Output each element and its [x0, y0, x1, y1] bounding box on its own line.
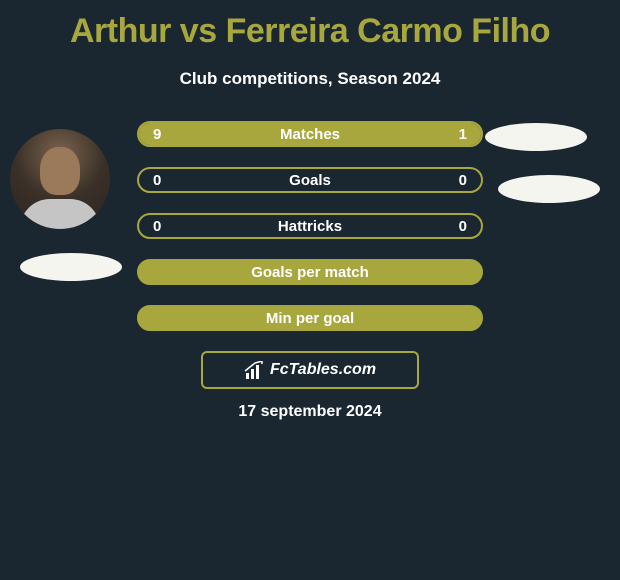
comparison-section: 9 Matches 1 0 Goals 0 0 Hattricks 0 Goal… [0, 121, 620, 421]
stats-container: 9 Matches 1 0 Goals 0 0 Hattricks 0 Goal… [137, 121, 483, 331]
brand-text: FcTables.com [270, 361, 376, 379]
page-title: Arthur vs Ferreira Carmo Filho [0, 0, 620, 51]
stat-label: Goals [139, 172, 481, 189]
stat-value-right: 0 [459, 172, 467, 189]
stat-label: Min per goal [139, 310, 481, 327]
stat-value-right: 1 [459, 126, 467, 143]
stat-value-right: 0 [459, 218, 467, 235]
stat-row-mpg: Min per goal [137, 305, 483, 331]
stat-label: Matches [139, 126, 481, 143]
stat-row-hattricks: 0 Hattricks 0 [137, 213, 483, 239]
stat-row-matches: 9 Matches 1 [137, 121, 483, 147]
team-badge-left [20, 253, 122, 281]
footer-date: 17 september 2024 [0, 403, 620, 421]
stat-label: Hattricks [139, 218, 481, 235]
chart-icon [244, 361, 264, 379]
team-badge-right-1 [485, 123, 587, 151]
stat-label: Goals per match [139, 264, 481, 281]
brand-badge: FcTables.com [201, 351, 419, 389]
subtitle: Club competitions, Season 2024 [0, 69, 620, 89]
stat-row-gpm: Goals per match [137, 259, 483, 285]
stat-row-goals: 0 Goals 0 [137, 167, 483, 193]
player-avatar-left [10, 129, 110, 229]
team-badge-right-2 [498, 175, 600, 203]
